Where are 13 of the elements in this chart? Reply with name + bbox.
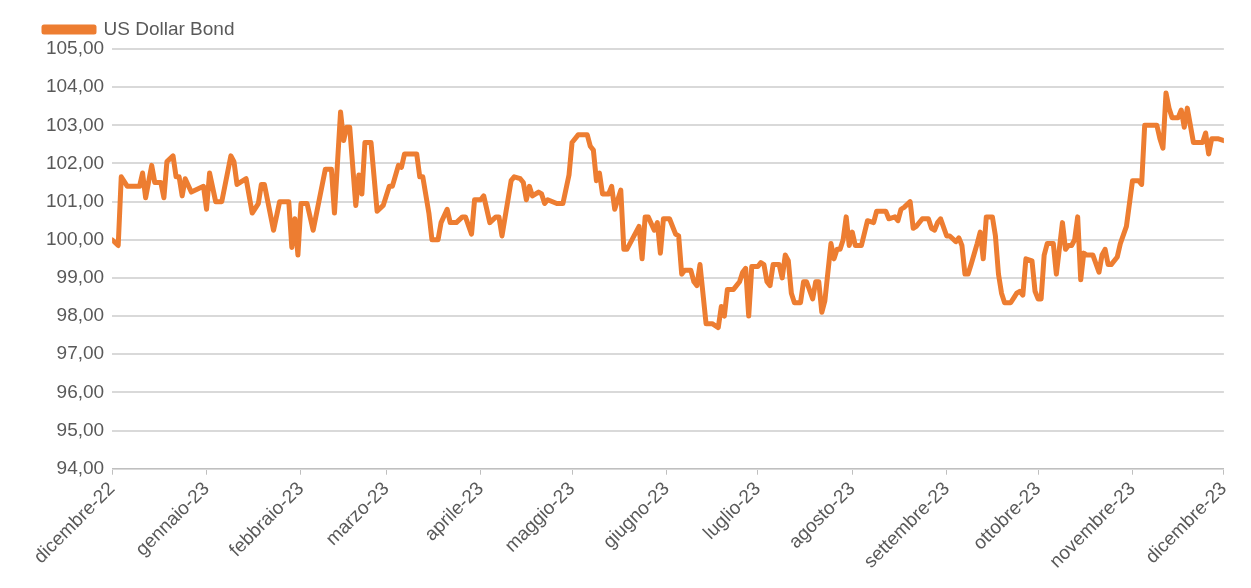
y-tick-label: 99,00	[56, 266, 105, 288]
y-tick-label: 103,00	[45, 113, 105, 135]
y-tick-label: 101,00	[45, 189, 105, 211]
y-tick-label: 97,00	[56, 342, 105, 364]
y-tick-label: 96,00	[56, 380, 105, 402]
y-tick-label: 95,00	[56, 418, 105, 440]
y-tick-label: 94,00	[56, 456, 105, 478]
y-tick-label: 98,00	[56, 304, 105, 326]
y-tick-label: 105,00	[45, 37, 105, 59]
legend-label: US Dollar Bond	[103, 17, 235, 39]
y-tick-label: 102,00	[45, 151, 105, 173]
y-tick-label: 100,00	[45, 228, 105, 250]
y-tick-label: 104,00	[45, 75, 105, 97]
